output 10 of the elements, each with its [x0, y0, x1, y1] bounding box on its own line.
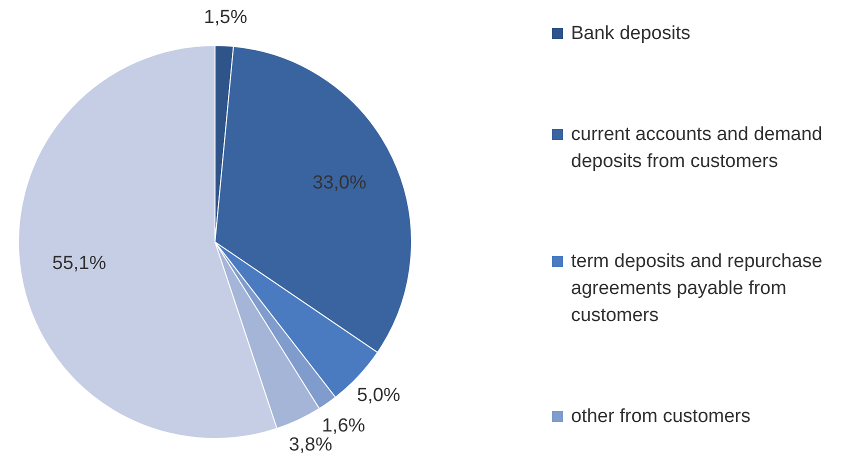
legend-label: Bank deposits: [571, 22, 690, 46]
legend-label: other from customers: [571, 404, 750, 429]
data-label: 5,0%: [356, 384, 400, 406]
data-label: 55,1%: [52, 253, 106, 274]
data-label: 33,0%: [312, 172, 366, 194]
data-label: 3,8%: [288, 434, 332, 456]
legend-label: term deposits and repurchase agreements payable from customers: [571, 250, 824, 328]
data-label: 1,5%: [204, 6, 248, 28]
data-label: 1,6%: [322, 415, 366, 436]
legend-label: current accounts and demand deposits from customers: [571, 122, 824, 174]
